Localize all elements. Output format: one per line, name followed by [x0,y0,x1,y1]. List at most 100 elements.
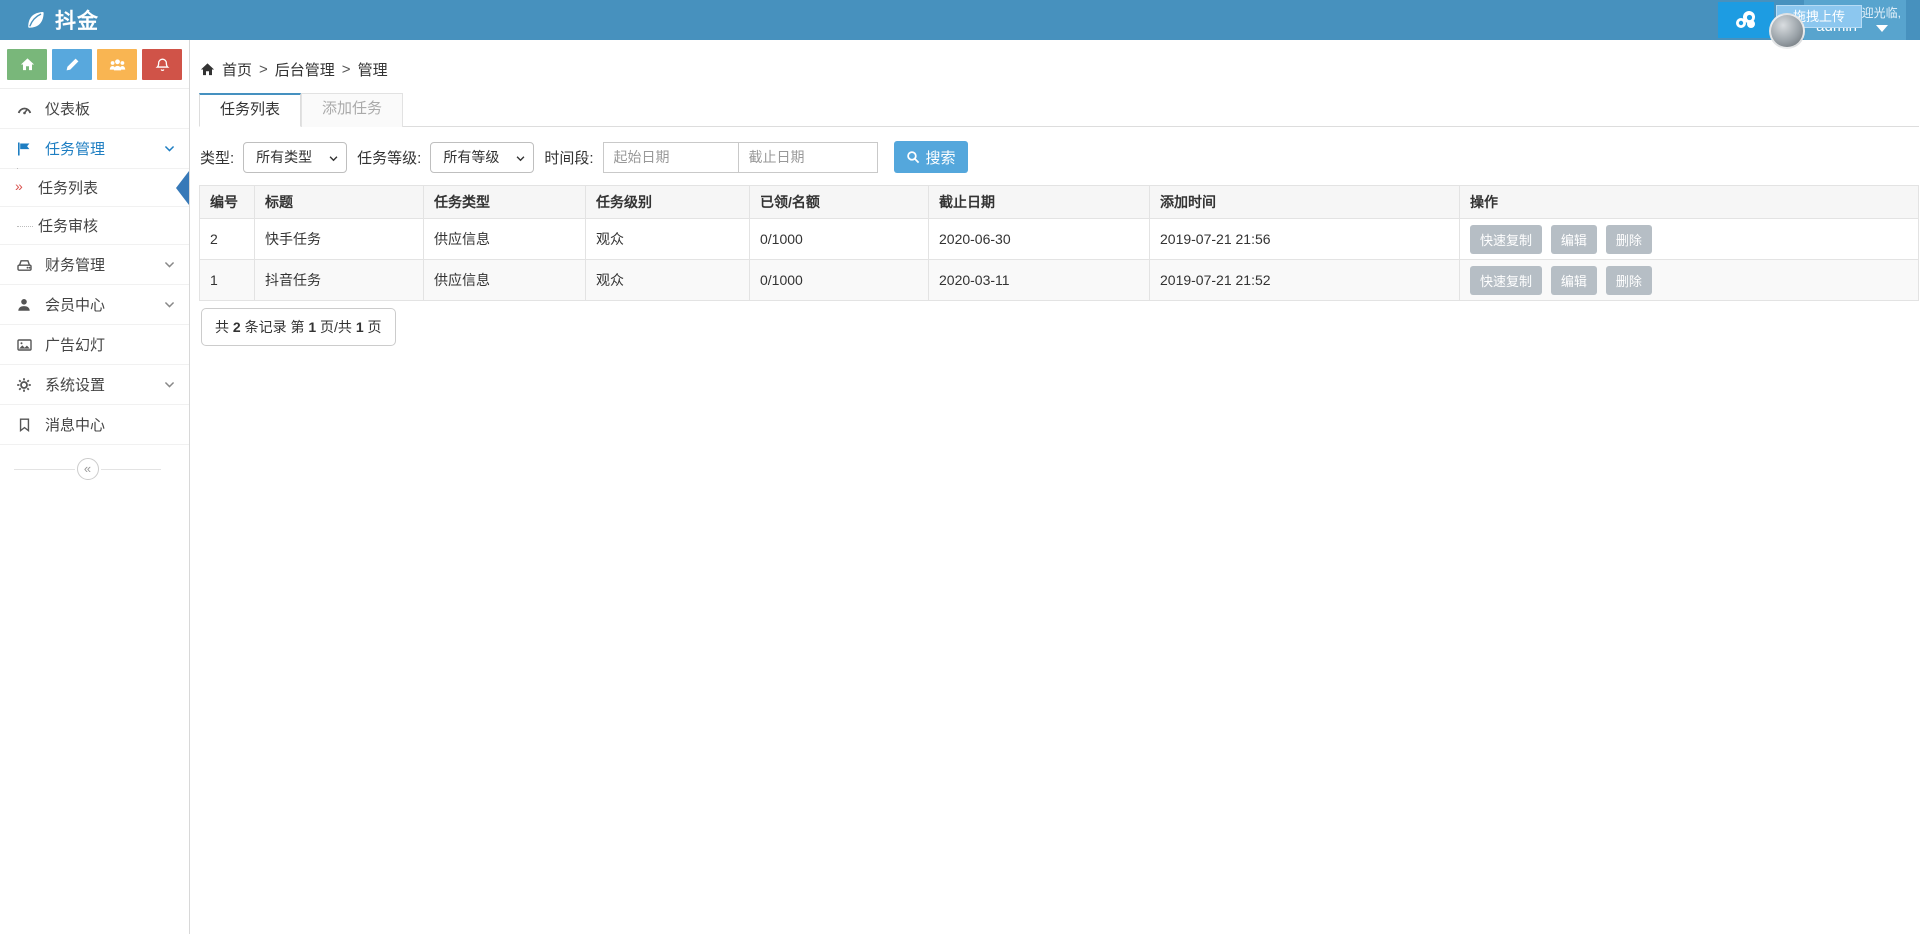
home-icon [20,57,35,72]
cell-id: 1 [199,259,255,301]
filter-bar: 类型: 所有类型 任务等级: 所有等级 时间段: 搜索 [200,141,968,173]
tab-bar: 任务列表 添加任务 [199,93,1919,127]
sidebar-item-ad-slides[interactable]: 广告幻灯 [0,325,189,365]
sidebar-item-member-center[interactable]: 会员中心 [0,285,189,325]
edit-button[interactable]: 编辑 [1550,224,1597,254]
level-select-wrap: 所有等级 [430,141,535,173]
quick-home-button[interactable] [7,49,47,80]
greeting-text: 欢迎光临, [1849,6,1901,20]
crumb-manage[interactable]: 管理 [357,62,388,79]
sidebar-item-system-settings[interactable]: 系统设置 [0,365,189,405]
brand-name: 抖金 [55,10,99,33]
level-select[interactable]: 所有等级 [430,141,535,173]
magnifier-icon [906,150,920,164]
type-select[interactable]: 所有类型 [243,141,348,173]
home-icon [200,62,215,77]
baidu-cloud-icon [1733,9,1759,31]
column-header: 已领/名额 [749,185,929,219]
start-date-input[interactable] [602,141,739,173]
sidebar-item-message-center[interactable]: 消息中心 [0,405,189,445]
sidebar-menu: 仪表板 任务管理 » 任务列表 任务审核 [0,88,189,445]
bookmark-icon [15,417,33,433]
active-submenu-arrow: » [15,178,23,194]
quick-copy-button[interactable]: 快速复制 [1470,224,1543,254]
table-row: 1 抖音任务 供应信息 观众 0/1000 2020-03-11 2019-07… [199,259,1919,301]
search-button-label: 搜索 [925,149,956,167]
delete-button[interactable]: 删除 [1605,265,1652,295]
edit-button[interactable]: 编辑 [1550,265,1597,295]
type-select-wrap: 所有类型 [243,141,348,173]
period-label: 时间段: [544,149,594,167]
breadcrumb: 首页 > 后台管理 > 管理 [200,59,388,80]
column-header: 任务类型 [423,185,586,219]
sidebar-item-label: 消息中心 [45,417,106,434]
divider [14,468,75,470]
pencil-icon [65,57,80,72]
active-item-marker [176,170,189,205]
sidebar-item-task-management[interactable]: 任务管理 [0,129,189,169]
cell-added-time: 2019-07-21 21:52 [1149,259,1460,301]
chevron-down-icon [163,258,176,271]
sidebar-item-task-list[interactable]: » 任务列表 [0,169,189,207]
divider [100,468,161,470]
table-row: 2 快手任务 供应信息 观众 0/1000 2020-06-30 2019-07… [199,218,1919,260]
breadcrumb-separator: > [341,61,351,78]
quick-users-button[interactable] [97,49,137,80]
sidebar: 仪表板 任务管理 » 任务列表 任务审核 [0,40,190,934]
sidebar-item-label: 任务管理 [45,141,106,158]
pagination-total: 1 [355,319,364,335]
column-header: 标题 [254,185,424,219]
gear-icon [15,377,33,393]
quick-notifications-button[interactable] [142,49,182,80]
cell-added-time: 2019-07-21 21:56 [1149,218,1460,260]
search-button[interactable]: 搜索 [893,141,968,173]
drive-icon [15,257,33,273]
column-header: 任务级别 [585,185,750,219]
cell-actions: 快速复制 编辑 删除 [1459,259,1919,301]
sidebar-collapse-button[interactable]: « [76,458,99,480]
chevron-down-icon [163,298,176,311]
tab-task-list[interactable]: 任务列表 [199,93,301,127]
end-date-input[interactable] [737,141,878,173]
gauge-icon [15,101,33,117]
pagination-count: 2 [232,319,241,335]
cell-quota: 0/1000 [749,218,929,260]
cell-type: 供应信息 [423,259,586,301]
pagination-text: 条记录 第 [244,319,305,335]
chevron-down-icon [163,378,176,391]
avatar [1769,13,1805,49]
cell-title: 抖音任务 [254,259,424,301]
column-header: 操作 [1459,185,1919,219]
pagination-text: 共 [215,319,229,335]
column-header: 编号 [199,185,255,219]
cell-deadline: 2020-06-30 [928,218,1150,260]
sidebar-item-finance[interactable]: 财务管理 [0,245,189,285]
cloud-upload-button[interactable] [1718,2,1774,38]
image-icon [15,337,33,353]
sidebar-item-label: 任务审核 [38,218,99,235]
crumb-home[interactable]: 首页 [222,62,253,79]
sidebar-item-label: 会员中心 [45,297,106,314]
quick-edit-button[interactable] [52,49,92,80]
quick-copy-button[interactable]: 快速复制 [1470,265,1543,295]
table-header-row: 编号 标题 任务类型 任务级别 已领/名额 截止日期 添加时间 操作 [199,185,1919,219]
user-icon [15,297,33,313]
sidebar-item-label: 财务管理 [45,257,106,274]
column-header: 添加时间 [1149,185,1460,219]
task-submenu: » 任务列表 任务审核 [0,168,189,245]
cell-level: 观众 [585,259,750,301]
top-header: 抖金 欢迎光临, 拖拽上传 admin [0,0,1920,49]
sidebar-item-task-review[interactable]: 任务审核 [0,207,189,245]
sidebar-collapse-row: « [0,458,189,480]
crumb-admin[interactable]: 后台管理 [274,62,335,79]
task-table: 编号 标题 任务类型 任务级别 已领/名额 截止日期 添加时间 操作 2 快手任… [199,185,1919,301]
pagination-page: 1 [308,319,317,335]
tab-add-task[interactable]: 添加任务 [301,93,403,127]
sidebar-item-dashboard[interactable]: 仪表板 [0,89,189,129]
delete-button[interactable]: 删除 [1605,224,1652,254]
pagination-text: 页/共 [320,319,352,335]
sidebar-item-label: 任务列表 [38,180,99,197]
bell-icon [155,57,170,73]
brand-logo[interactable]: 抖金 [24,0,99,40]
caret-down-icon [1876,25,1888,32]
